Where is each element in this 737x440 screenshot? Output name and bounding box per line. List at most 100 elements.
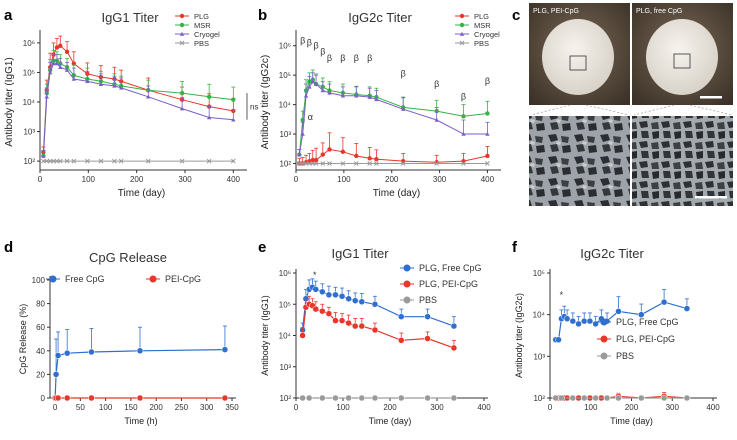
data-point [88, 348, 95, 356]
y-tick-label: 10⁶ [279, 42, 291, 51]
significance-marker: β [485, 76, 490, 86]
x-tick-label: 200 [149, 403, 163, 412]
data-point [660, 298, 668, 306]
significance-marker: β [367, 53, 372, 63]
data-point [424, 313, 431, 320]
data-point [310, 79, 315, 84]
data-point [332, 291, 339, 299]
legend-marker [459, 31, 465, 36]
x-tick-label: 200 [625, 403, 639, 412]
data-point [54, 394, 62, 402]
legend-marker [179, 22, 185, 28]
data-point [563, 315, 571, 322]
data-point [434, 117, 439, 122]
legend-marker [600, 318, 608, 326]
y-tick-label: 20 [36, 370, 45, 379]
significance-marker: * [313, 270, 317, 280]
panel-letter-d: d [4, 239, 13, 256]
series-line-cryogel [42, 63, 234, 156]
data-point [54, 352, 62, 359]
x-tick-label: 200 [383, 403, 397, 412]
data-point [683, 305, 691, 312]
y-tick-label: 80 [36, 300, 45, 309]
y-tick-label: 10² [279, 394, 291, 403]
data-point [351, 297, 359, 304]
data-point [206, 115, 212, 120]
legend-marker [600, 352, 608, 360]
data-point [319, 394, 326, 402]
data-point [221, 394, 229, 402]
y-tick-label: 10² [23, 157, 35, 166]
x-axis-label: Time (day) [369, 416, 412, 426]
data-point [367, 156, 372, 161]
data-point [374, 156, 379, 162]
legend-label: PLG [474, 12, 489, 21]
chart-f-title: IgG2c Titer [580, 246, 644, 261]
data-point [230, 158, 236, 164]
panel-letter-e: e [258, 239, 266, 256]
data-point [358, 322, 366, 330]
y-tick-label: 10⁴ [279, 101, 292, 110]
data-point [552, 394, 559, 402]
y-tick-label: 10⁴ [279, 332, 292, 341]
y-tick-label: 10⁴ [533, 311, 546, 320]
y-tick-label: 10⁵ [533, 269, 545, 278]
data-point [660, 394, 668, 402]
x-tick-label: 0 [38, 175, 43, 184]
data-point [485, 161, 490, 166]
chart-d-cpg-release: CpG Release 0 50 100 150 200 250 300 350 0 20 40 60 8… [18, 250, 239, 426]
ns-annotation: ns [250, 103, 258, 112]
significance-marker: β [314, 41, 319, 51]
data-point [615, 308, 622, 315]
data-point [119, 85, 124, 90]
y-tick-label: 0 [41, 394, 46, 403]
y-axis-label: Antibody titer (IgG1) [4, 57, 15, 146]
data-point [112, 158, 117, 164]
legend-marker [600, 335, 608, 343]
data-point [424, 394, 431, 402]
data-point [345, 394, 352, 402]
data-point [615, 394, 622, 402]
data-point [461, 114, 466, 119]
significance-marker: β [320, 47, 325, 57]
data-point [586, 317, 594, 325]
chart-f-igg2c-titer: IgG2c Titer 0 100 200 300 400 10² 10³ 10⁴ 10⁵ Time… [514, 246, 720, 426]
data-point [88, 394, 95, 402]
data-point [312, 286, 319, 293]
data-point [51, 61, 56, 66]
data-point [313, 157, 319, 163]
legend-marker [459, 40, 465, 46]
data-point [398, 337, 405, 344]
data-point [206, 94, 212, 99]
x-tick-label: 300 [200, 403, 214, 412]
x-axis-label: Time (h) [124, 416, 157, 426]
data-point [320, 161, 326, 166]
data-point [575, 320, 582, 328]
y-axis-label: Antibody titer (IgG2c) [514, 293, 524, 378]
sem-micrograph-pei-cpg [529, 116, 630, 206]
data-point [569, 317, 577, 325]
legend-label: PLG, Free CpG [616, 317, 679, 327]
legend-label: PLG, Free CpG [419, 263, 482, 273]
data-point [44, 94, 49, 99]
x-tick-label: 300 [666, 403, 680, 412]
y-tick-label: 10⁶ [23, 39, 35, 48]
data-point [367, 94, 372, 99]
significance-marker: β [307, 38, 312, 48]
data-point [98, 82, 104, 86]
data-point [52, 371, 60, 378]
data-point [146, 94, 151, 99]
data-point [345, 319, 352, 327]
x-tick-label: 200 [385, 175, 399, 184]
significance-marker: β [300, 35, 305, 45]
significance-marker: β [461, 91, 466, 101]
panel-letter-c: c [512, 7, 520, 24]
data-point [332, 394, 339, 402]
data-point [118, 158, 124, 164]
data-point [145, 158, 151, 164]
legend-label: PBS [616, 351, 634, 361]
x-tick-label: 300 [178, 175, 192, 184]
legend-label: PBS [419, 295, 437, 305]
legend-marker [403, 280, 411, 288]
